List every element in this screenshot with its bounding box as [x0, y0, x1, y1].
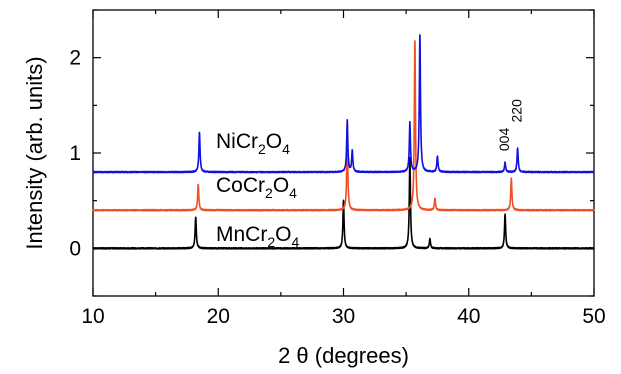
- x-tick-label: 50: [582, 305, 605, 328]
- series-line-ni: [92, 34, 595, 174]
- y-axis-title: Intensity (arb. units): [22, 56, 47, 249]
- series-line-co: [92, 40, 595, 212]
- peak-annotation: 220: [509, 99, 525, 123]
- series-lines: [92, 34, 595, 250]
- plot-frame: [92, 9, 595, 297]
- series-labels: MnCr2O4 CoCr2O4 NiCr2O4: [216, 130, 299, 250]
- axes: 10 20 30 40 50 0 1 2: [69, 9, 606, 328]
- x-tick-label: 30: [332, 305, 355, 328]
- y-tick-label: 0: [69, 237, 81, 260]
- x-axis-title: 2 θ (degrees): [278, 343, 409, 368]
- x-tick-label: 20: [207, 305, 230, 328]
- peak-annotation: 004: [496, 128, 512, 152]
- y-tick-label: 2: [69, 47, 81, 70]
- series-line-mn: [92, 156, 595, 250]
- y-tick-label: 1: [69, 142, 81, 165]
- x-tick-label: 40: [457, 305, 480, 328]
- series-label-mn: MnCr2O4: [216, 223, 299, 250]
- series-label-ni: NiCr2O4: [216, 130, 290, 157]
- series-label-co: CoCr2O4: [216, 174, 297, 201]
- x-tick-label: 10: [81, 305, 104, 328]
